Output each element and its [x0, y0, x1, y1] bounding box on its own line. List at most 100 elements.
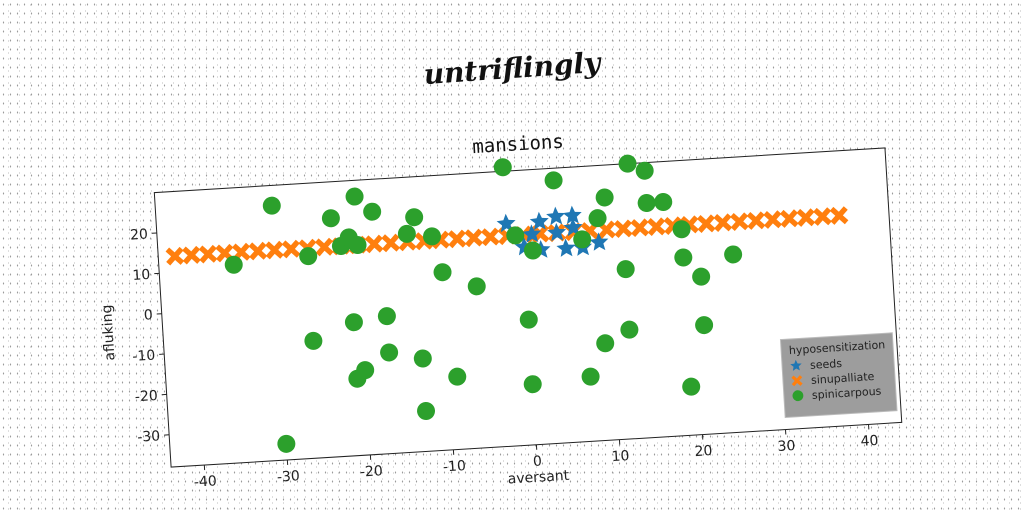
point-spinicarpous [380, 343, 399, 362]
y-tick-label: 10 [132, 267, 151, 284]
point-seeds [547, 222, 567, 242]
legend-title: hyposensitization [789, 338, 886, 357]
x-tick-label: -20 [360, 463, 384, 480]
point-sinupalliate [746, 211, 766, 230]
point-sinupalliate [265, 240, 284, 260]
point-spinicarpous [433, 263, 452, 282]
y-axis-ticks: -30 -20 -10 0 10 20 [130, 227, 170, 446]
point-spinicarpous [519, 310, 538, 329]
point-spinicarpous [581, 367, 600, 386]
point-spinicarpous [544, 171, 563, 190]
point-spinicarpous [345, 187, 364, 206]
point-spinicarpous [620, 320, 639, 339]
point-spinicarpous [637, 194, 656, 213]
point-sinupalliate [779, 209, 799, 228]
point-spinicarpous [506, 226, 525, 245]
point-sinupalliate [248, 241, 268, 261]
x-tick-label: 20 [694, 443, 713, 460]
y-tick-label: -20 [134, 388, 158, 405]
point-spinicarpous [262, 196, 281, 215]
data-marks [165, 154, 849, 453]
point-seeds [562, 205, 582, 225]
point-spinicarpous [277, 434, 296, 453]
point-sinupalliate [447, 229, 467, 249]
point-sinupalliate [464, 228, 484, 248]
point-spinicarpous [348, 235, 367, 254]
point-spinicarpous [618, 154, 637, 173]
x-tick-label: -10 [443, 458, 467, 475]
legend-label-seeds: seeds [810, 357, 843, 372]
point-seeds [589, 232, 609, 251]
point-spinicarpous [363, 202, 382, 221]
x-tick-label: -30 [276, 468, 300, 485]
point-spinicarpous [695, 316, 714, 335]
x-tick-label: 10 [611, 448, 630, 465]
chart-title: mansions [472, 131, 565, 159]
point-spinicarpous [595, 188, 614, 207]
point-seeds [522, 224, 542, 243]
point-spinicarpous [356, 361, 375, 380]
point-spinicarpous [344, 313, 363, 332]
x-tick-label: 0 [533, 453, 543, 470]
point-sinupalliate [364, 234, 384, 254]
point-spinicarpous [692, 267, 711, 286]
x-axis-label: aversant [507, 468, 570, 488]
point-spinicarpous [724, 245, 743, 264]
point-spinicarpous [616, 260, 635, 279]
plot-area [153, 147, 903, 468]
x-tick-label: 30 [777, 438, 796, 455]
point-spinicarpous [413, 349, 432, 368]
point-sinupalliate [381, 233, 401, 253]
x-axis-ticks: -40 -30 -20 -10 0 10 20 30 40 [193, 424, 879, 491]
point-spinicarpous [635, 161, 654, 180]
point-sinupalliate [165, 246, 185, 266]
y-tick-label: -30 [137, 428, 161, 445]
legend: hyposensitization seedssinupalliatespini… [779, 332, 898, 419]
point-sinupalliate [713, 213, 733, 232]
point-sinupalliate [198, 244, 218, 264]
point-spinicarpous [467, 277, 486, 296]
y-tick-label: 0 [143, 307, 153, 324]
point-spinicarpous [672, 220, 691, 239]
x-tick-label: 40 [860, 433, 879, 450]
point-sinupalliate [696, 214, 716, 233]
point-seeds [529, 211, 549, 231]
point-spinicarpous [523, 375, 542, 394]
point-sinupalliate [281, 239, 301, 259]
point-seeds [546, 206, 566, 226]
point-sinupalliate [829, 206, 849, 225]
point-sinupalliate [182, 245, 201, 265]
legend-label-spinicarpous: spinicarpous [812, 385, 882, 402]
point-sinupalliate [315, 237, 334, 257]
legend-marker-seeds [790, 359, 802, 371]
point-spinicarpous [523, 241, 542, 260]
point-spinicarpous [573, 230, 592, 249]
chart-plot-group: mansions -40 -30 -20 -10 0 10 20 30 40 -30 -20 -10… [99, 131, 903, 491]
point-spinicarpous [417, 401, 436, 420]
point-spinicarpous [304, 331, 323, 350]
point-spinicarpous [493, 158, 512, 177]
point-spinicarpous [405, 208, 424, 227]
point-spinicarpous [674, 248, 693, 267]
point-sinupalliate [481, 227, 500, 247]
point-sinupalliate [763, 210, 782, 229]
point-spinicarpous [654, 192, 673, 211]
point-spinicarpous [377, 307, 396, 326]
point-spinicarpous [448, 367, 467, 386]
legend-label-sinupalliate: sinupalliate [811, 370, 875, 387]
x-tick-label: -40 [193, 473, 217, 490]
legend-marker-sinupalliate [791, 375, 803, 387]
point-spinicarpous [224, 255, 243, 274]
point-sinupalliate [813, 207, 832, 226]
y-axis-label: afluking [99, 304, 118, 361]
point-sinupalliate [730, 212, 749, 231]
point-sinupalliate [613, 219, 633, 239]
point-spinicarpous [682, 377, 701, 396]
y-tick-label: -10 [132, 348, 156, 365]
point-sinupalliate [647, 217, 666, 237]
point-spinicarpous [423, 227, 442, 246]
legend-marker-spinicarpous [792, 390, 804, 402]
point-spinicarpous [299, 247, 318, 266]
